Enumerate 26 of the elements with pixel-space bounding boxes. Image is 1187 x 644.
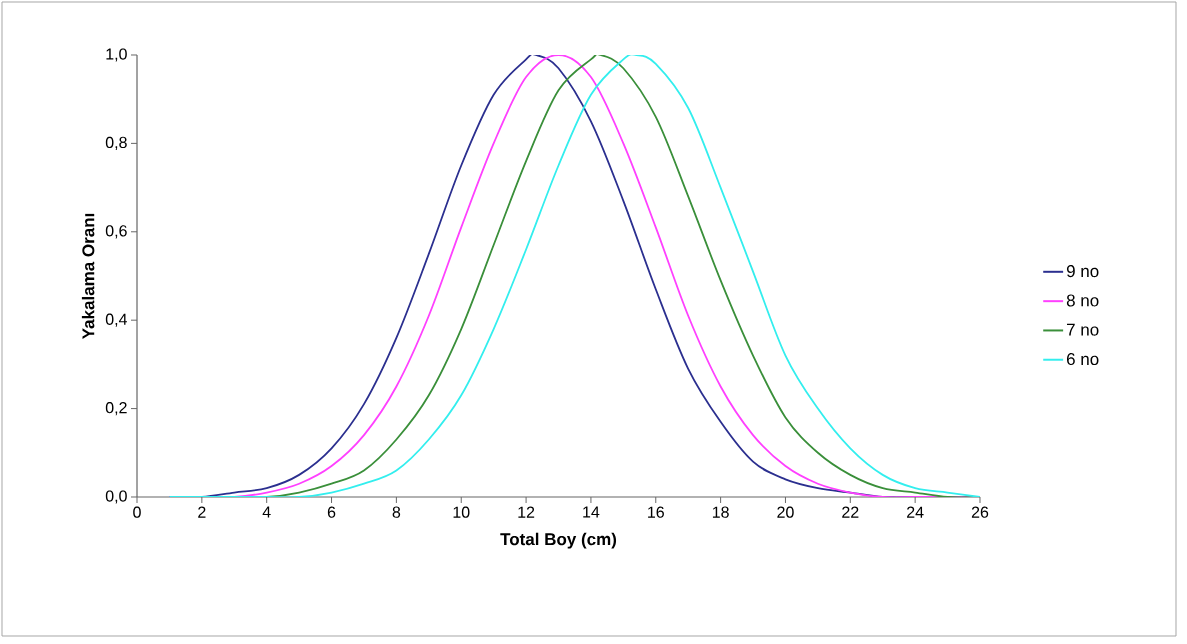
x-tick-label: 18 (712, 506, 729, 518)
x-tick-label: 0 (133, 506, 141, 518)
x-tick-label: 2 (198, 506, 206, 518)
x-tick-label: 10 (453, 506, 470, 518)
legend-label: 8 no (1066, 294, 1099, 307)
y-axis-title: Yakalama Oranı (81, 213, 95, 340)
x-tick-label: 14 (583, 506, 600, 518)
x-tick-label: 22 (842, 506, 859, 518)
x-tick-label: 24 (907, 506, 924, 518)
x-tick-label: 12 (518, 506, 535, 518)
x-tick-label: 26 (971, 506, 989, 518)
x-axis-title: Total Boy (cm) (500, 532, 617, 549)
x-tick-label: 6 (327, 506, 336, 518)
y-tick-label: 0,2 (105, 401, 127, 416)
y-tick-label: 1,0 (106, 48, 127, 62)
legend-label: 7 no (1067, 323, 1099, 336)
y-tick-label: 0,8 (105, 136, 127, 150)
y-tick-label: 0,0 (105, 490, 127, 504)
x-tick-label: 16 (648, 506, 664, 518)
x-tick-label: 8 (392, 506, 401, 518)
y-tick-label: 0,4 (105, 313, 127, 327)
legend-label: 9 no (1066, 265, 1099, 278)
x-tick-label: 20 (777, 506, 794, 518)
legend-label: 6 no (1066, 353, 1099, 366)
y-tick-label: 0,6 (105, 225, 127, 239)
x-tick-label: 4 (262, 506, 271, 518)
